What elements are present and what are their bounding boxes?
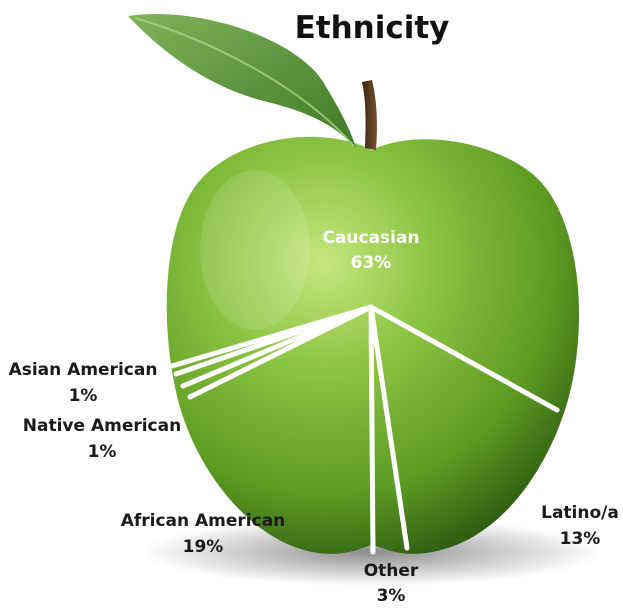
chart-title: Ethnicity xyxy=(295,10,450,46)
slice-value-caucasian: 63% xyxy=(351,253,392,273)
apple-stem xyxy=(362,80,377,150)
slice-name-african-american: African American xyxy=(121,511,286,531)
divider-asian-inner xyxy=(169,304,374,369)
slice-label-latino: Latino/a 13% xyxy=(541,503,619,549)
slice-name-other: Other xyxy=(364,561,419,581)
apple-leaf xyxy=(128,13,356,149)
slice-label-caucasian: Caucasian 63% xyxy=(322,228,419,273)
slice-name-native-american: Native American xyxy=(23,416,181,436)
slice-value-native-american: 1% xyxy=(88,442,117,462)
slice-value-other: 3% xyxy=(377,586,406,606)
slice-name-asian-american: Asian American xyxy=(9,360,158,380)
apple-highlight xyxy=(200,170,310,330)
slice-dividers xyxy=(169,304,560,555)
divider-other-african xyxy=(368,304,376,555)
slice-label-african-american: African American 19% xyxy=(121,511,286,557)
slice-label-other: Other 3% xyxy=(364,561,419,606)
slice-label-asian-american: Asian American 1% xyxy=(9,360,158,406)
slice-value-latino: 13% xyxy=(560,529,601,549)
slice-name-caucasian: Caucasian xyxy=(322,228,419,248)
slice-value-asian-american: 1% xyxy=(69,386,98,406)
slice-name-latino: Latino/a xyxy=(541,503,619,523)
slice-label-native-american: Native American 1% xyxy=(23,416,181,462)
slice-value-african-american: 19% xyxy=(183,537,224,557)
divider-caucasian-latino xyxy=(368,304,560,413)
divider-latino-other xyxy=(368,304,410,551)
leaf-vein xyxy=(134,17,355,147)
